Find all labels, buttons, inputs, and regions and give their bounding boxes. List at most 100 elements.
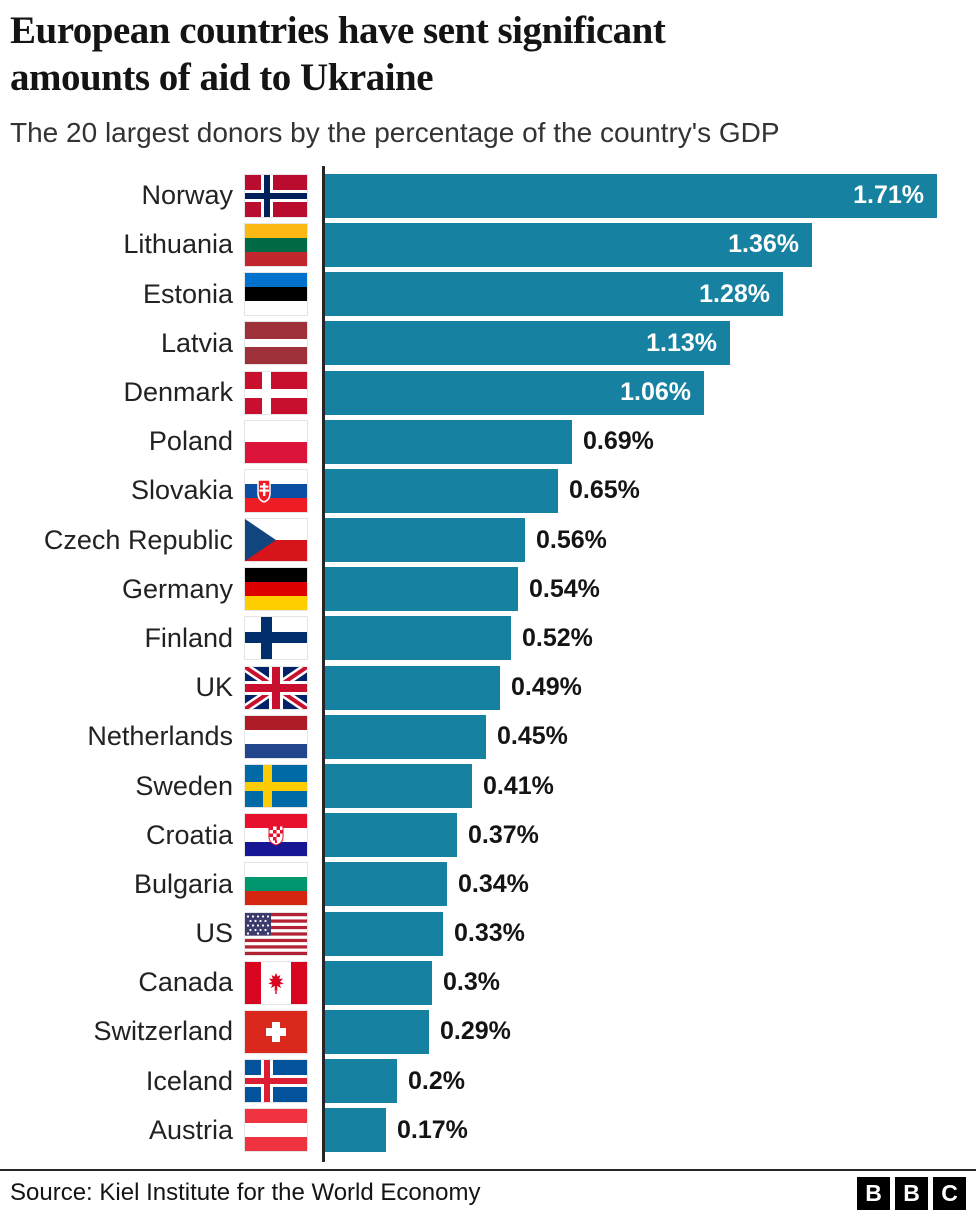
bar (325, 813, 457, 858)
czech-republic-flag-icon (245, 519, 307, 562)
value-label: 0.54% (529, 574, 600, 603)
country-label: UK (195, 672, 233, 703)
bar: 1.28% (325, 272, 783, 317)
uk-flag-icon (245, 666, 307, 709)
value-label: 0.52% (522, 623, 593, 652)
us-flag-icon (245, 912, 307, 955)
bar-zone: 0.37% (325, 813, 976, 858)
chart-subtitle: The 20 largest donors by the percentage … (10, 116, 780, 148)
bbc-logo: B B C (857, 1176, 966, 1210)
bbc-logo-letter: B (857, 1176, 890, 1210)
value-label: 0.65% (569, 476, 640, 505)
chart-row: Iceland 0.2% (0, 1057, 976, 1106)
bar-zone: 0.69% (325, 419, 976, 464)
value-label: 0.33% (454, 919, 525, 948)
chart-row: Bulgaria 0.34% (0, 860, 976, 909)
bulgaria-flag-icon (245, 863, 307, 906)
norway-flag-icon (245, 174, 307, 217)
country-label: Slovakia (130, 475, 233, 506)
country-label: Austria (148, 1114, 233, 1145)
bar-zone: 1.28% (325, 272, 976, 317)
bbc-logo-letter: C (933, 1176, 966, 1210)
chart-row: Austria 0.17% (0, 1106, 976, 1155)
bar (325, 911, 443, 956)
bar-chart: Norway 1.71% Lithuania 1.36% Estonia 1.28% Lat… (0, 166, 976, 1163)
value-label: 1.13% (646, 328, 717, 357)
bar-zone: 0.54% (325, 567, 976, 612)
country-label: Canada (138, 967, 233, 998)
chart-row: Germany 0.54% (0, 565, 976, 614)
value-label: 0.49% (511, 673, 582, 702)
chart-row: US 0.33% (0, 909, 976, 958)
denmark-flag-icon (245, 371, 307, 414)
chart-row: Finland 0.52% (0, 614, 976, 663)
header: European countries have sent significant… (0, 0, 976, 149)
country-label: Switzerland (93, 1016, 233, 1047)
footer: Source: Kiel Institute for the World Eco… (0, 1171, 976, 1215)
bar-zone: 1.13% (325, 321, 976, 366)
bar-zone: 0.2% (325, 1059, 976, 1104)
country-label: Czech Republic (43, 524, 233, 555)
chart-row: Netherlands 0.45% (0, 712, 976, 761)
bar-zone: 0.49% (325, 665, 976, 710)
value-label: 0.34% (458, 869, 529, 898)
country-label: US (195, 918, 233, 949)
bar: 1.36% (325, 222, 812, 267)
country-label: Sweden (135, 770, 233, 801)
croatia-flag-icon (245, 814, 307, 857)
bar (325, 960, 432, 1005)
chart-row: Canada 0.3% (0, 958, 976, 1007)
value-label: 0.2% (408, 1066, 465, 1095)
bar-zone: 0.33% (325, 911, 976, 956)
bar (325, 616, 511, 661)
poland-flag-icon (245, 420, 307, 463)
bar (325, 468, 558, 513)
country-label: Germany (121, 573, 233, 604)
bar-zone: 0.65% (325, 468, 976, 513)
country-label: Denmark (123, 377, 233, 408)
bar (325, 1009, 429, 1054)
chart-row: Denmark 1.06% (0, 368, 976, 417)
bar-zone: 0.45% (325, 714, 976, 759)
bar (325, 862, 447, 907)
bar: 1.06% (325, 370, 704, 415)
chart-row: Latvia 1.13% (0, 319, 976, 368)
chart-row: UK 0.49% (0, 663, 976, 712)
country-label: Croatia (145, 819, 233, 850)
country-label: Netherlands (87, 721, 233, 752)
chart-title: European countries have sent significant… (10, 9, 666, 99)
bar-zone: 0.3% (325, 960, 976, 1005)
bar (325, 665, 500, 710)
bar (325, 567, 518, 612)
sweden-flag-icon (245, 765, 307, 808)
value-label: 0.45% (497, 722, 568, 751)
y-axis-line (322, 166, 325, 1163)
footer-divider (0, 1169, 976, 1172)
iceland-flag-icon (245, 1060, 307, 1103)
value-label: 0.29% (440, 1017, 511, 1046)
finland-flag-icon (245, 617, 307, 660)
country-label: Bulgaria (133, 868, 233, 899)
bar (325, 714, 486, 759)
country-label: Poland (148, 426, 233, 457)
value-label: 0.37% (468, 820, 539, 849)
value-label: 1.28% (699, 279, 770, 308)
bar-zone: 1.36% (325, 222, 976, 267)
bar-zone: 0.34% (325, 862, 976, 907)
value-label: 0.3% (443, 968, 500, 997)
value-label: 0.41% (483, 771, 554, 800)
bar-zone: 0.56% (325, 518, 976, 563)
country-label: Estonia (142, 278, 233, 309)
chart-row: Estonia 1.28% (0, 270, 976, 319)
chart-row: Norway 1.71% (0, 171, 976, 220)
bar: 1.13% (325, 321, 730, 366)
country-label: Lithuania (123, 229, 233, 260)
chart-row: Croatia 0.37% (0, 811, 976, 860)
chart-row: Lithuania 1.36% (0, 220, 976, 269)
bar-zone: 1.06% (325, 370, 976, 415)
chart-row: Poland 0.69% (0, 417, 976, 466)
bbc-logo-letter: B (895, 1176, 928, 1210)
bar: 1.71% (325, 173, 937, 218)
country-label: Iceland (145, 1065, 233, 1096)
value-label: 1.36% (728, 230, 799, 259)
